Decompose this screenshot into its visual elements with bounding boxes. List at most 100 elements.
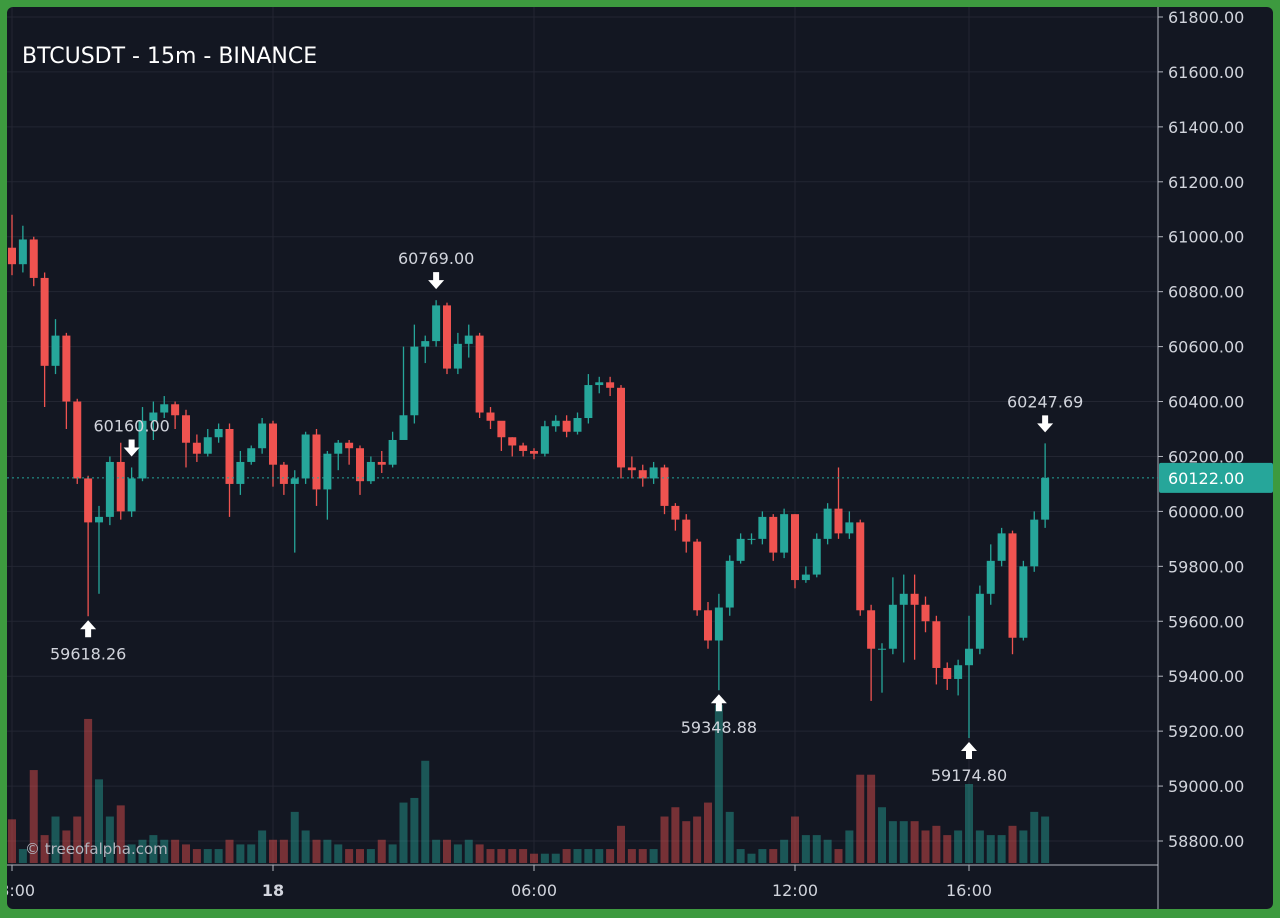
candle-body bbox=[812, 538, 821, 575]
volume-bar bbox=[366, 849, 375, 863]
chart-title: BTCUSDT - 15m - BINANCE bbox=[22, 44, 317, 69]
candle-body bbox=[693, 541, 702, 611]
annotation-arrow bbox=[961, 742, 977, 760]
volume-bar bbox=[910, 821, 919, 863]
volume-bar bbox=[867, 774, 876, 863]
candle-body bbox=[758, 516, 767, 539]
candle-body bbox=[18, 239, 27, 265]
annotation-arrow bbox=[80, 620, 97, 638]
volume-bar bbox=[443, 839, 451, 863]
candle-body bbox=[714, 607, 723, 641]
volume-bar bbox=[617, 825, 625, 863]
candle-body bbox=[932, 621, 941, 668]
candle-body bbox=[127, 478, 136, 512]
candle-body bbox=[29, 239, 38, 278]
candle-body bbox=[84, 478, 93, 523]
volume-bar bbox=[845, 830, 854, 863]
volume-bar bbox=[345, 849, 354, 863]
volume-bar bbox=[671, 807, 680, 863]
annotation-label: 60160.00 bbox=[93, 416, 169, 435]
volume-bar bbox=[475, 844, 484, 863]
volume-bar bbox=[269, 839, 277, 863]
volume-bar bbox=[682, 821, 691, 863]
candle-body bbox=[562, 420, 571, 432]
volume-bar bbox=[62, 830, 71, 863]
candle-body bbox=[769, 516, 778, 553]
volume-bar bbox=[508, 849, 517, 863]
candle-body bbox=[725, 560, 734, 608]
volume-bar bbox=[878, 807, 886, 863]
candle-body bbox=[182, 415, 190, 443]
volume-bar bbox=[105, 816, 114, 863]
y-tick-label: 61200.00 bbox=[1168, 173, 1244, 192]
candle-body bbox=[965, 648, 973, 666]
volume-bar bbox=[421, 760, 430, 863]
candle-body bbox=[247, 448, 256, 462]
volume-bar bbox=[138, 839, 147, 863]
candle-body bbox=[888, 604, 897, 649]
volume-bar bbox=[214, 849, 223, 863]
y-tick-label: 60400.00 bbox=[1168, 393, 1244, 412]
volume-bar bbox=[975, 830, 984, 863]
candle-body bbox=[954, 665, 963, 679]
volume-bar bbox=[84, 718, 93, 863]
candle-body bbox=[203, 437, 212, 454]
volume-bar bbox=[388, 844, 397, 863]
volume-bar bbox=[127, 844, 136, 863]
volume-bar bbox=[290, 811, 299, 863]
candle-body bbox=[497, 420, 506, 438]
y-tick-label: 59800.00 bbox=[1168, 557, 1244, 576]
y-tick-label: 59600.00 bbox=[1168, 612, 1244, 631]
candle-body bbox=[584, 385, 593, 419]
volume-bar bbox=[954, 830, 963, 863]
volume-bar bbox=[149, 835, 158, 863]
candle-body bbox=[617, 387, 625, 468]
annotation-arrow bbox=[428, 272, 445, 290]
candle-body bbox=[834, 508, 843, 534]
candle-body bbox=[780, 514, 789, 553]
candle-body bbox=[671, 505, 680, 520]
candle-body bbox=[1008, 533, 1017, 638]
volume-bar bbox=[356, 849, 364, 863]
volume-bar bbox=[595, 849, 604, 863]
annotation-label: 60247.69 bbox=[1007, 392, 1083, 411]
volume-bar bbox=[410, 797, 419, 863]
volume-bar bbox=[1030, 811, 1039, 863]
y-tick-label: 60600.00 bbox=[1168, 338, 1244, 357]
last-price-label: 60122.00 bbox=[1168, 469, 1244, 488]
candle-body bbox=[845, 522, 854, 534]
volume-bar bbox=[551, 853, 560, 863]
candle-body bbox=[867, 610, 876, 649]
volume-bar bbox=[562, 849, 571, 863]
candle-body bbox=[975, 593, 984, 649]
volume-bar bbox=[823, 839, 832, 863]
x-tick-label: 18 bbox=[262, 881, 284, 900]
candle-body bbox=[214, 429, 223, 438]
candle-body bbox=[660, 467, 669, 506]
chart-frame: BTCUSDT - 15m - BINANCE © treeofalpha.co… bbox=[7, 7, 1273, 909]
volume-bar bbox=[965, 784, 973, 863]
candle-body bbox=[116, 461, 125, 512]
volume-bar bbox=[225, 839, 234, 863]
candle-body bbox=[443, 305, 451, 369]
volume-bar bbox=[312, 839, 321, 863]
candle-body bbox=[40, 277, 49, 366]
volume-bar bbox=[334, 844, 343, 863]
annotation-arrow bbox=[710, 694, 727, 712]
volume-bar bbox=[236, 844, 245, 863]
volume-bar bbox=[8, 819, 16, 863]
volume-bar bbox=[1019, 830, 1028, 863]
candle-body bbox=[530, 450, 538, 454]
y-tick-label: 60800.00 bbox=[1168, 283, 1244, 302]
y-tick-label: 58800.00 bbox=[1168, 832, 1244, 851]
x-tick-label: 12:00 bbox=[772, 881, 818, 900]
volume-bar bbox=[377, 839, 386, 863]
candle-body bbox=[8, 247, 16, 265]
candle-body bbox=[356, 448, 364, 482]
volume-bar bbox=[95, 779, 103, 863]
candle-body bbox=[540, 426, 549, 454]
candle-body bbox=[595, 382, 604, 386]
candle-body bbox=[279, 464, 288, 484]
candle-body bbox=[649, 467, 658, 479]
volume-bar bbox=[704, 802, 712, 863]
